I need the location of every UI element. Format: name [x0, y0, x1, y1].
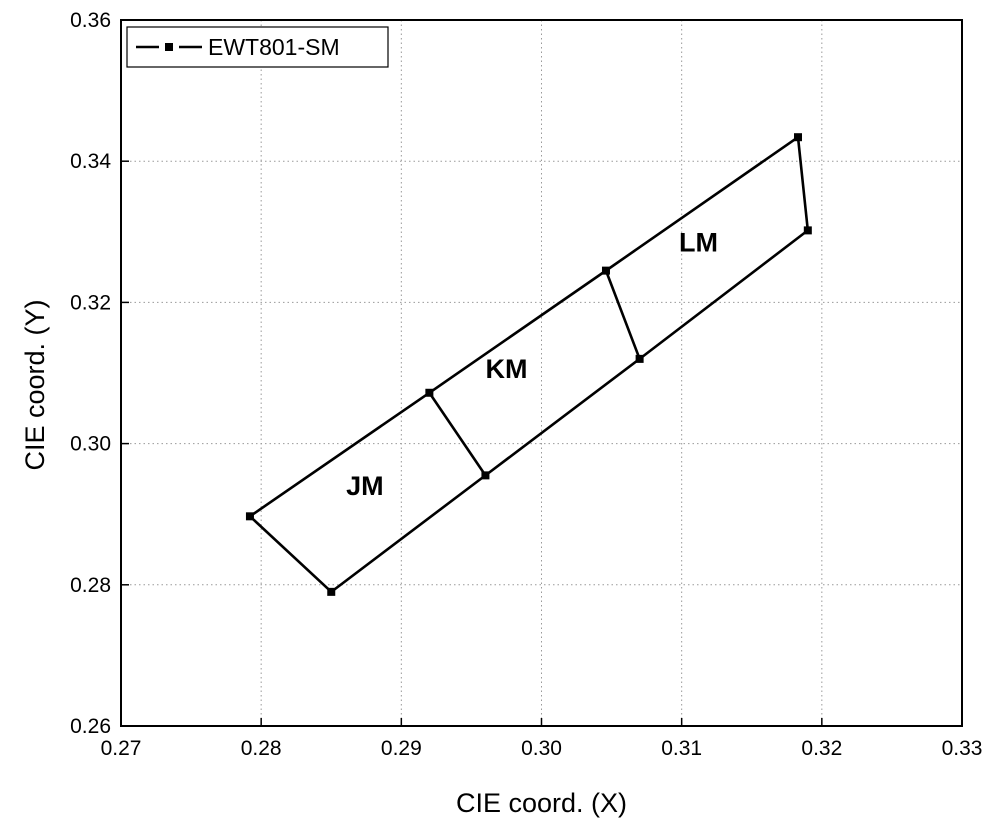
y-tick-label: 0.36 [70, 9, 111, 32]
x-tick-label: 0.28 [241, 737, 282, 760]
vertex-marker [481, 471, 490, 480]
legend-marker-swatch [165, 43, 173, 51]
region-label-lm: LM [679, 228, 718, 258]
x-tick-label: 0.30 [521, 737, 562, 760]
vertex-marker [245, 512, 254, 521]
bin-edge-line [428, 269, 608, 395]
region-label-km: KM [485, 354, 527, 384]
vertex-marker [635, 354, 644, 363]
bin-edge-line [796, 135, 810, 232]
legend: EWT801-SM [126, 26, 389, 68]
bin-edge-line [484, 357, 641, 477]
vertex-marker [601, 266, 610, 275]
bin-edge-line [428, 391, 487, 477]
bin-edge-line [248, 515, 333, 594]
vertex-marker [803, 226, 812, 235]
bin-edge-line [638, 229, 810, 361]
y-tick-label: 0.34 [70, 150, 111, 173]
plot-area-frame [120, 19, 963, 727]
region-label-jm: JM [346, 471, 384, 501]
y-tick-label: 0.28 [70, 574, 111, 597]
x-tick-label: 0.32 [801, 737, 842, 760]
bin-edge-line [604, 269, 641, 361]
x-axis-tick-labels: 0.27 0.28 0.29 0.30 0.31 0.32 0.33 [101, 718, 983, 760]
y-axis-tick-labels: 0.26 0.28 0.30 0.32 0.34 0.36 [70, 9, 129, 738]
x-tick-label: 0.33 [942, 737, 983, 760]
vertex-marker [425, 388, 434, 397]
legend-series-name: EWT801-SM [208, 34, 340, 60]
vertex-marker [327, 587, 336, 596]
y-tick-label: 0.32 [70, 291, 111, 314]
bin-boundary-lines [248, 135, 810, 594]
vertex-markers [245, 133, 812, 596]
x-tick-label: 0.31 [661, 737, 702, 760]
x-axis-title: CIE coord. (X) [456, 788, 627, 818]
y-tick-label: 0.26 [70, 715, 111, 738]
y-tick-label: 0.30 [70, 433, 111, 456]
bin-edge-line [604, 135, 800, 272]
vertex-marker [794, 133, 803, 142]
bin-edge-line [329, 474, 487, 594]
bin-edge-line [248, 391, 431, 518]
bin-region-labels: JM KM LM [346, 228, 718, 502]
grid-lines [121, 20, 962, 726]
x-tick-label: 0.27 [101, 737, 142, 760]
y-axis-title: CIE coord. (Y) [20, 299, 50, 470]
x-tick-label: 0.29 [381, 737, 422, 760]
